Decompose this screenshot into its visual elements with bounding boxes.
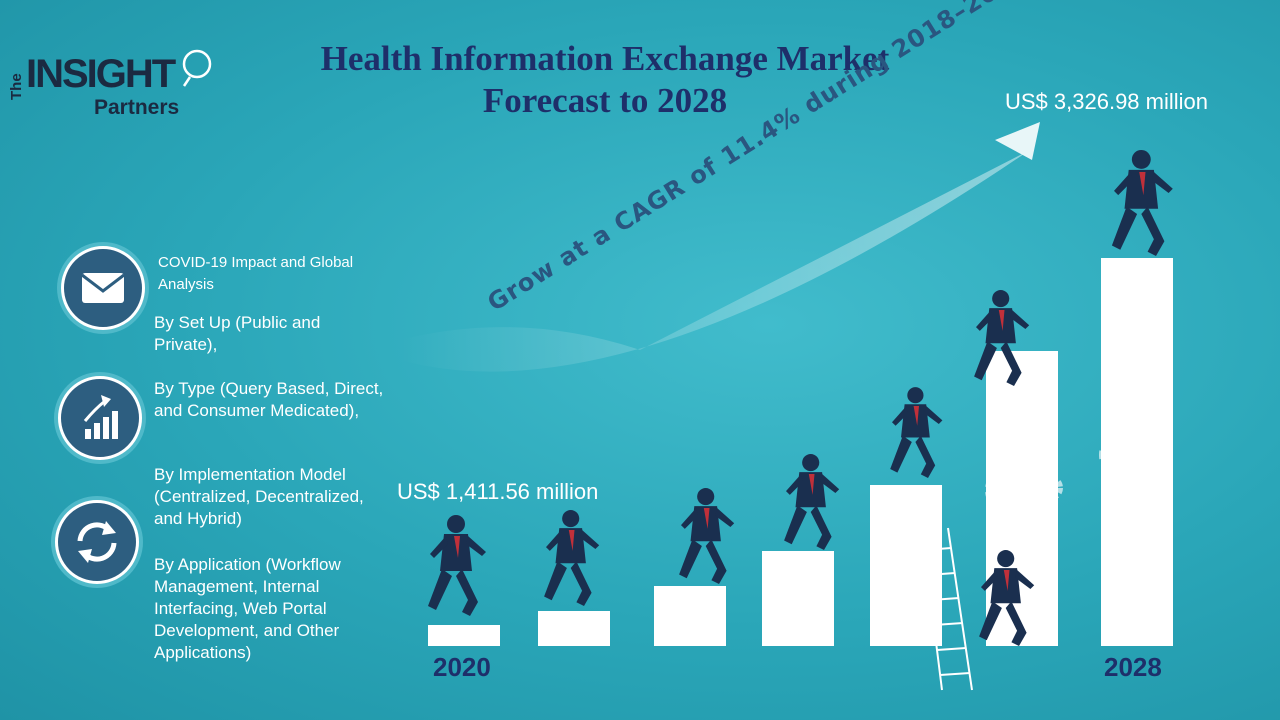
bar-1: [428, 625, 500, 646]
x-label-2020: 2020: [433, 652, 491, 682]
bar-7: [1101, 258, 1173, 646]
page-title: Health Information Exchange Market Forec…: [260, 38, 950, 122]
envelope-icon: [61, 246, 145, 330]
insight-partners-logo: The INSIGHT Partners: [4, 48, 214, 124]
bar-4: [762, 551, 834, 646]
runner-figure-2: [544, 510, 600, 606]
bar-5: [870, 485, 942, 646]
runner-figure-1: [428, 515, 486, 616]
logo-insight-text: INSIGHT: [26, 52, 176, 96]
runner-figure-5: [890, 387, 943, 478]
logo-partners-text: Partners: [94, 96, 180, 119]
data-label-2028: US$ 3,326.98 million: [1005, 89, 1209, 114]
refresh-icon: [55, 500, 139, 584]
segment-application: By Application (Workflow Management, Int…: [154, 555, 341, 662]
runner-figure-4: [784, 454, 840, 550]
celebrating-figure: [1111, 149, 1173, 256]
growth-arrow-head: [995, 122, 1040, 160]
bar-2: [538, 611, 610, 646]
segment-implementation: By Implementation Model (Centralized, De…: [154, 465, 364, 528]
growth-swoosh: [400, 150, 1030, 372]
segment-type: By Type (Query Based, Direct, and Consum…: [154, 379, 384, 420]
helper-figure: [979, 550, 1035, 646]
climber-figure: [974, 290, 1030, 386]
segment-covid: COVID-19 Impact and Global Analysis: [158, 254, 354, 293]
data-label-2020: US$ 1,411.56 million: [397, 479, 599, 504]
title-line-1: Health Information Exchange Market: [320, 39, 890, 78]
x-label-2028: 2028: [1104, 652, 1162, 682]
title-line-2: Forecast to 2028: [482, 81, 728, 120]
bar-3: [654, 586, 726, 646]
segment-setup: By Set Up (Public and Private),: [154, 313, 321, 354]
growth-chart-icon: [58, 376, 142, 460]
runner-figure-3: [679, 488, 735, 584]
ladder: [921, 527, 973, 691]
logo-ring-icon: [182, 49, 212, 87]
